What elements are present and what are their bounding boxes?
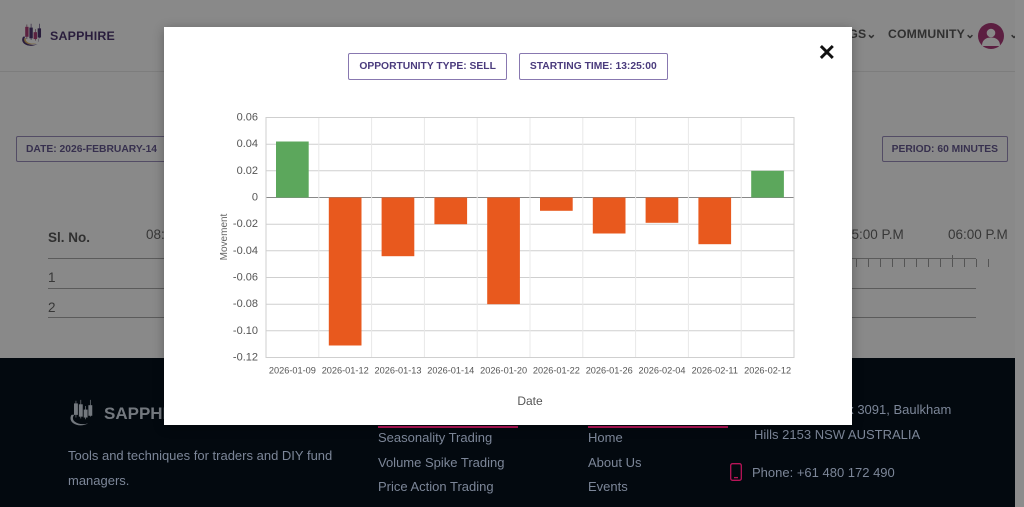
svg-text:2026-02-11: 2026-02-11 xyxy=(692,366,738,376)
svg-text:-0.12: -0.12 xyxy=(233,352,258,364)
svg-text:-0.02: -0.02 xyxy=(233,218,258,230)
svg-text:-0.06: -0.06 xyxy=(233,272,258,284)
svg-text:-0.08: -0.08 xyxy=(233,298,258,310)
svg-text:0.04: 0.04 xyxy=(237,138,258,150)
svg-text:2026-01-13: 2026-01-13 xyxy=(375,366,422,376)
svg-text:2026-01-14: 2026-01-14 xyxy=(427,366,474,376)
svg-text:Movement: Movement xyxy=(219,213,230,260)
svg-text:-0.04: -0.04 xyxy=(233,245,258,257)
svg-text:2026-01-26: 2026-01-26 xyxy=(586,366,633,376)
svg-text:2026-02-12: 2026-02-12 xyxy=(744,366,791,376)
svg-text:2026-02-04: 2026-02-04 xyxy=(639,366,686,376)
svg-text:Date: Date xyxy=(517,394,543,408)
svg-text:2026-01-20: 2026-01-20 xyxy=(480,366,527,376)
svg-text:2026-01-12: 2026-01-12 xyxy=(322,366,369,376)
svg-text:0.02: 0.02 xyxy=(237,165,258,177)
svg-text:0.06: 0.06 xyxy=(237,112,258,124)
svg-text:2026-01-22: 2026-01-22 xyxy=(533,366,580,376)
svg-text:-0.10: -0.10 xyxy=(233,325,258,337)
svg-text:0: 0 xyxy=(252,192,258,204)
svg-text:2026-01-09: 2026-01-09 xyxy=(269,366,316,376)
